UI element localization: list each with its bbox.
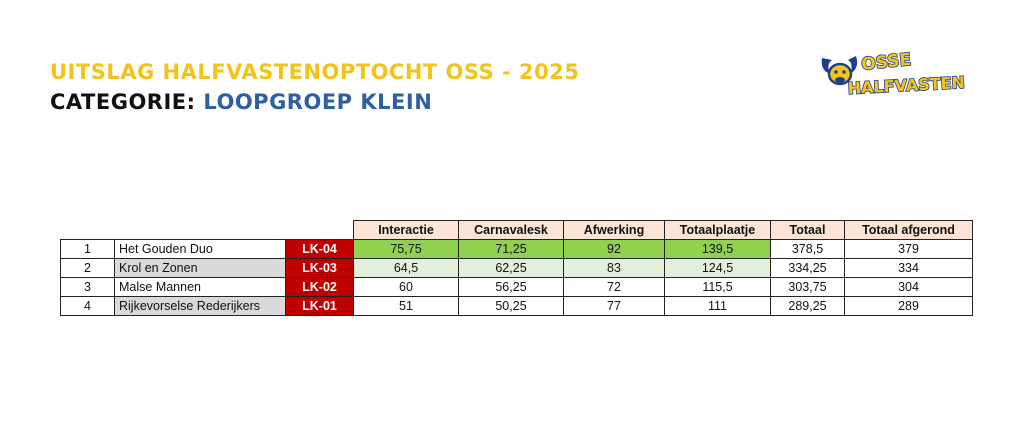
- totaal-cell: 303,75: [770, 277, 845, 297]
- header-row: Interactie Carnavalesk Afwerking Totaalp…: [60, 220, 973, 240]
- svg-text:HALFVASTEN: HALFVASTEN: [847, 73, 965, 98]
- rank-cell: 2: [60, 258, 115, 278]
- interactie-cell: 75,75: [353, 239, 459, 259]
- col-totaalplaatje: Totaalplaatje: [664, 220, 771, 240]
- rank-cell: 3: [60, 277, 115, 297]
- table-row: 1 Het Gouden Duo LK-04 75,75 71,25 92 13…: [60, 239, 973, 259]
- carnavalesk-cell: 71,25: [458, 239, 564, 259]
- svg-text:OSSE: OSSE: [860, 50, 912, 75]
- afwerking-cell: 77: [563, 296, 665, 316]
- col-totaal: Totaal: [770, 220, 845, 240]
- totaal-afgerond-cell: 304: [844, 277, 973, 297]
- category-value: LOOPGROEP KLEIN: [203, 90, 433, 114]
- totaalplaatje-cell: 115,5: [664, 277, 771, 297]
- category-label: CATEGORIE:: [50, 90, 196, 114]
- osse-halfvasten-logo: OSSE HALFVASTEN: [821, 50, 966, 99]
- interactie-cell: 51: [353, 296, 459, 316]
- interactie-cell: 64,5: [353, 258, 459, 278]
- group-name-cell: Rijkevorselse Rederijkers: [114, 296, 286, 316]
- totaal-afgerond-cell: 289: [844, 296, 973, 316]
- category-heading: CATEGORIE: LOOPGROEP KLEIN: [50, 90, 432, 114]
- group-name-cell: Het Gouden Duo: [114, 239, 286, 259]
- totaalplaatje-cell: 139,5: [664, 239, 771, 259]
- afwerking-cell: 72: [563, 277, 665, 297]
- col-afwerking: Afwerking: [563, 220, 665, 240]
- rank-cell: 1: [60, 239, 115, 259]
- totaal-cell: 334,25: [770, 258, 845, 278]
- page-title: UITSLAG HALFVASTENOPTOCHT OSS - 2025: [50, 60, 580, 84]
- col-totaal-afgerond: Totaal afgerond: [844, 220, 973, 240]
- totaal-afgerond-cell: 334: [844, 258, 973, 278]
- code-cell: LK-03: [285, 258, 354, 278]
- afwerking-cell: 83: [563, 258, 665, 278]
- group-name-cell: Krol en Zonen: [114, 258, 286, 278]
- totaal-afgerond-cell: 379: [844, 239, 973, 259]
- group-name-cell: Malse Mannen: [114, 277, 286, 297]
- carnavalesk-cell: 62,25: [458, 258, 564, 278]
- afwerking-cell: 92: [563, 239, 665, 259]
- carnavalesk-cell: 56,25: [458, 277, 564, 297]
- totaal-cell: 378,5: [770, 239, 845, 259]
- code-cell: LK-04: [285, 239, 354, 259]
- rank-cell: 4: [60, 296, 115, 316]
- totaalplaatje-cell: 111: [664, 296, 771, 316]
- table-row: 2 Krol en Zonen LK-03 64,5 62,25 83 124,…: [60, 258, 973, 278]
- table-row: 3 Malse Mannen LK-02 60 56,25 72 115,5 3…: [60, 277, 973, 297]
- carnavalesk-cell: 50,25: [458, 296, 564, 316]
- totaalplaatje-cell: 124,5: [664, 258, 771, 278]
- bull-head-icon: [821, 56, 858, 86]
- results-table: Interactie Carnavalesk Afwerking Totaalp…: [60, 220, 973, 316]
- table-row: 4 Rijkevorselse Rederijkers LK-01 51 50,…: [60, 296, 973, 316]
- col-interactie: Interactie: [353, 220, 459, 240]
- code-cell: LK-01: [285, 296, 354, 316]
- interactie-cell: 60: [353, 277, 459, 297]
- code-cell: LK-02: [285, 277, 354, 297]
- col-carnavalesk: Carnavalesk: [458, 220, 564, 240]
- totaal-cell: 289,25: [770, 296, 845, 316]
